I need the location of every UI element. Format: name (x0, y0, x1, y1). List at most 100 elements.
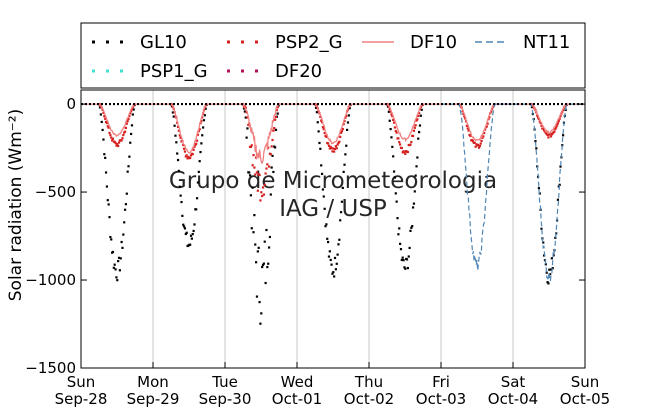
data-point (467, 129, 470, 132)
data-point (542, 127, 545, 130)
data-point (189, 154, 193, 157)
series-layer (81, 102, 585, 325)
data-point (130, 108, 134, 111)
data-point (196, 133, 200, 136)
data-point (331, 272, 334, 275)
data-point (261, 265, 264, 269)
data-point (194, 143, 197, 146)
data-point (274, 128, 278, 131)
data-point (337, 243, 340, 246)
data-point (120, 139, 123, 142)
data-point (393, 126, 397, 129)
y-axis-label: Solar radiation (Wm⁻²) (6, 109, 26, 301)
data-point (178, 185, 181, 188)
data-point (553, 130, 556, 133)
legend-item-nt11: NT11 (475, 32, 570, 53)
legend-label: NT11 (523, 32, 570, 53)
data-point (195, 142, 198, 145)
data-point (328, 147, 331, 150)
data-point (198, 128, 201, 131)
y-tick-label: 0 (66, 95, 76, 113)
data-point (201, 134, 204, 137)
data-point (482, 135, 485, 138)
data-point (392, 121, 396, 124)
data-point (246, 116, 249, 119)
data-point (333, 275, 336, 278)
data-point (388, 119, 391, 122)
data-point (129, 112, 132, 115)
data-point (406, 150, 409, 154)
series-df10 (81, 103, 585, 164)
data-point (258, 300, 261, 304)
series-line (81, 103, 153, 138)
data-point (274, 118, 277, 121)
data-point (203, 114, 206, 117)
data-point (339, 135, 342, 138)
data-point (243, 110, 246, 113)
data-point (196, 181, 200, 184)
data-point (104, 156, 107, 159)
data-point (189, 243, 192, 246)
data-point (195, 139, 199, 142)
data-point (113, 140, 116, 143)
data-point (276, 106, 279, 109)
x-tick-label-date: Sep-29 (127, 390, 180, 408)
data-point (248, 174, 252, 177)
data-point (557, 120, 560, 123)
data-point (397, 233, 400, 236)
data-point (537, 187, 541, 190)
data-point (559, 165, 562, 168)
data-point (252, 154, 255, 157)
data-point (186, 157, 189, 160)
data-point (342, 170, 345, 173)
data-point (182, 143, 185, 147)
data-point (466, 127, 469, 130)
data-point (262, 193, 265, 196)
data-point (202, 119, 206, 122)
data-point (337, 141, 340, 145)
data-point (343, 163, 346, 166)
data-point (391, 115, 394, 118)
data-point (535, 147, 538, 150)
data-point (191, 232, 194, 236)
x-tick-label-day: Fri (432, 373, 450, 391)
data-point (261, 263, 265, 267)
data-point (116, 143, 119, 146)
data-point (314, 106, 318, 109)
data-point (342, 123, 345, 126)
data-point (546, 281, 549, 284)
data-point (348, 107, 351, 110)
data-point (267, 165, 271, 168)
data-point (395, 200, 398, 203)
y-tick-label: −1500 (25, 359, 76, 377)
data-point (118, 269, 121, 272)
data-point (256, 189, 259, 192)
data-point (103, 115, 106, 118)
data-point (195, 197, 199, 200)
data-point (182, 223, 185, 226)
data-point (322, 195, 325, 198)
data-point (250, 227, 253, 230)
data-point (122, 233, 125, 236)
data-point (417, 137, 420, 140)
legend-item-df20: DF20 (227, 61, 322, 82)
data-point (325, 223, 328, 226)
data-point (549, 273, 552, 276)
data-point (272, 170, 275, 174)
data-point (394, 129, 397, 133)
legend: GL10 PSP1_G PSP2_G DF20 DF10 NT11 (80, 22, 586, 89)
data-point (266, 163, 269, 166)
data-point (254, 243, 257, 246)
x-tick-label-day: Sun (67, 373, 96, 391)
data-point (252, 231, 255, 234)
data-point (192, 148, 195, 151)
data-point (131, 113, 134, 116)
legend-item-gl10: GL10 (92, 32, 187, 53)
data-point (271, 154, 274, 157)
data-point (185, 231, 188, 234)
data-point (110, 238, 113, 241)
data-point (189, 156, 192, 160)
data-point (321, 188, 325, 191)
legend-item-df10: DF10 (362, 32, 457, 53)
data-point (418, 131, 421, 134)
